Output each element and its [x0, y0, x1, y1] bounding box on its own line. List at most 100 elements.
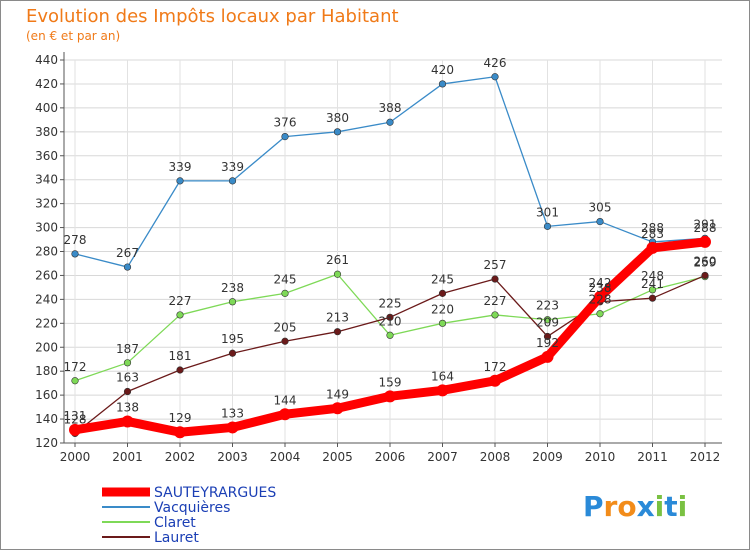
data-label: 228 — [589, 293, 612, 307]
data-point — [331, 402, 344, 415]
data-label: 241 — [641, 277, 664, 291]
data-label: 187 — [116, 342, 139, 356]
data-point — [596, 217, 604, 226]
data-label: 278 — [64, 233, 87, 247]
data-point — [699, 235, 711, 248]
data-label: 288 — [694, 221, 717, 235]
x-tick-label: 2010 — [585, 450, 616, 464]
data-label: 149 — [326, 387, 349, 401]
data-point — [386, 118, 394, 126]
y-tick-label: 200 — [35, 340, 58, 354]
data-point — [176, 366, 184, 374]
data-label: 426 — [484, 56, 507, 70]
data-label: 259 — [694, 256, 717, 270]
data-point — [176, 177, 184, 185]
data-label: 159 — [379, 375, 402, 389]
brand-letter: r — [604, 490, 618, 523]
data-point — [333, 328, 342, 336]
data-label: 283 — [641, 227, 664, 241]
data-point — [226, 421, 239, 434]
data-label: 388 — [379, 101, 402, 115]
y-tick-label: 280 — [35, 245, 58, 259]
y-tick-label: 300 — [35, 221, 58, 235]
data-point — [333, 128, 342, 136]
data-point — [71, 250, 79, 258]
x-axis-ticks: 2000 2001 2002 2003 2004 2005 2006 2007 2008 2009… — [60, 443, 721, 464]
data-point — [386, 331, 394, 339]
data-label: 380 — [326, 111, 349, 125]
y-axis-ticks: 120 140 160 180 200 220 240 260 280 300 320 340 360 3… — [35, 53, 64, 450]
data-point — [436, 384, 449, 397]
series-layer — [69, 73, 711, 439]
data-point — [438, 319, 447, 327]
data-point — [648, 286, 657, 294]
data-label: 138 — [116, 400, 139, 414]
y-tick-label: 180 — [35, 364, 58, 378]
brand-letter: i — [678, 490, 688, 523]
data-point — [384, 390, 396, 403]
x-tick-label: 2009 — [532, 450, 563, 464]
data-label: 227 — [169, 294, 192, 308]
data-label: 144 — [274, 393, 297, 407]
data-label: 163 — [116, 371, 139, 385]
data-point — [491, 275, 499, 283]
data-point — [121, 415, 134, 428]
data-label: 260 — [694, 254, 717, 268]
chart-subtitle: (en € et par an) — [26, 29, 120, 43]
data-point — [176, 311, 184, 319]
data-label: 181 — [169, 349, 192, 363]
data-label: 129 — [169, 411, 192, 425]
x-tick-label: 2012 — [690, 450, 721, 464]
data-label: 376 — [274, 116, 297, 130]
data-point — [71, 377, 79, 385]
data-point — [123, 263, 132, 271]
legend-label: Claret — [154, 515, 196, 531]
data-label: 205 — [274, 320, 297, 334]
data-point — [594, 290, 606, 303]
data-point — [386, 313, 394, 321]
y-tick-label: 260 — [35, 268, 58, 282]
data-label: 267 — [116, 246, 139, 260]
data-point — [489, 374, 501, 387]
data-point — [228, 298, 237, 306]
data-point — [279, 408, 291, 421]
data-point — [123, 359, 132, 367]
legend-label: Lauret — [154, 530, 199, 546]
brand-letter: o — [617, 490, 636, 523]
x-tick-label: 2003 — [217, 450, 248, 464]
y-tick-label: 340 — [35, 173, 58, 187]
y-tick-label: 120 — [35, 436, 58, 450]
data-label: 128 — [64, 412, 87, 426]
legend-label: SAUTEYRARGUES — [154, 485, 276, 501]
data-label: 288 — [641, 221, 664, 235]
y-tick-label: 440 — [35, 53, 58, 67]
data-label: 238 — [589, 281, 612, 295]
data-label: 213 — [326, 311, 349, 325]
x-tick-label: 2000 — [60, 450, 91, 464]
data-label: 133 — [221, 406, 244, 420]
data-label: 339 — [169, 160, 192, 174]
brand-letter: t — [664, 490, 677, 523]
data-label: 248 — [641, 269, 664, 283]
data-point — [596, 310, 604, 318]
axes — [63, 52, 722, 444]
data-point — [281, 133, 289, 141]
data-label: 210 — [379, 314, 402, 328]
legend-label: Vacquières — [154, 500, 230, 516]
data-point — [174, 426, 186, 439]
data-label: 192 — [536, 336, 559, 350]
data-point — [491, 311, 499, 319]
data-point — [438, 80, 447, 88]
data-label: 291 — [694, 217, 717, 231]
data-point — [491, 73, 499, 81]
data-label: 172 — [484, 360, 507, 374]
data-point — [541, 350, 554, 363]
data-point — [701, 271, 709, 280]
data-label: 245 — [274, 272, 297, 286]
x-tick-label: 2006 — [375, 450, 406, 464]
data-point — [228, 177, 237, 185]
data-label: 223 — [536, 299, 559, 313]
y-tick-label: 220 — [35, 316, 58, 330]
